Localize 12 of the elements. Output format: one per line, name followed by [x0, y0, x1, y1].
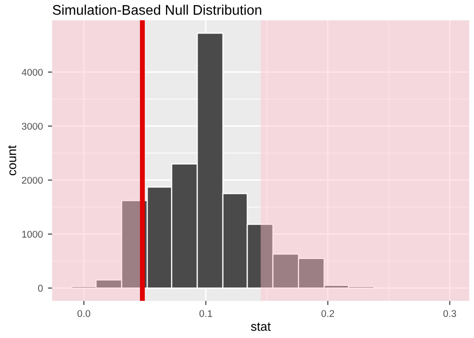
y-tick-label: 3000 [22, 122, 43, 130]
y-tick-label: 1000 [22, 230, 43, 238]
y-tick-label: 4000 [22, 68, 43, 76]
x-tick-label: 0.2 [321, 310, 334, 317]
x-axis-title: stat [250, 322, 271, 331]
x-tick-label: 0.3 [443, 310, 456, 317]
y-tick-label: 0 [38, 284, 43, 292]
y-axis-title: count [8, 145, 16, 176]
x-tick-label: 0.1 [199, 310, 212, 317]
chart-title: Simulation-Based Null Distribution [52, 4, 262, 15]
y-tick-label: 2000 [22, 176, 43, 184]
x-tick-label: 0.0 [77, 310, 90, 317]
